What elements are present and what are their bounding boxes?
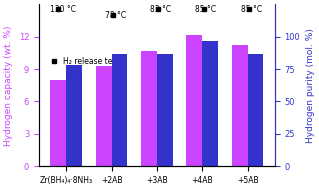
Legend: H₂ release temp.: H₂ release temp. <box>48 53 130 69</box>
Bar <box>202 41 218 166</box>
Text: 85 °C: 85 °C <box>241 5 262 14</box>
Bar <box>112 54 127 166</box>
Text: 78 °C: 78 °C <box>105 11 126 19</box>
Bar <box>96 66 112 166</box>
Text: 83 °C: 83 °C <box>150 5 171 14</box>
Bar <box>141 51 157 166</box>
Bar <box>50 80 66 166</box>
Bar <box>186 35 202 166</box>
Bar <box>248 54 263 166</box>
Bar <box>66 65 82 166</box>
Bar <box>157 54 173 166</box>
Text: 85 °C: 85 °C <box>196 5 217 14</box>
Bar <box>232 45 248 166</box>
Y-axis label: Hydrogen capacity (wt. %): Hydrogen capacity (wt. %) <box>4 25 13 146</box>
Text: 130 °C: 130 °C <box>50 5 76 14</box>
Y-axis label: Hydrogen purity (mol. %): Hydrogen purity (mol. %) <box>306 28 315 143</box>
